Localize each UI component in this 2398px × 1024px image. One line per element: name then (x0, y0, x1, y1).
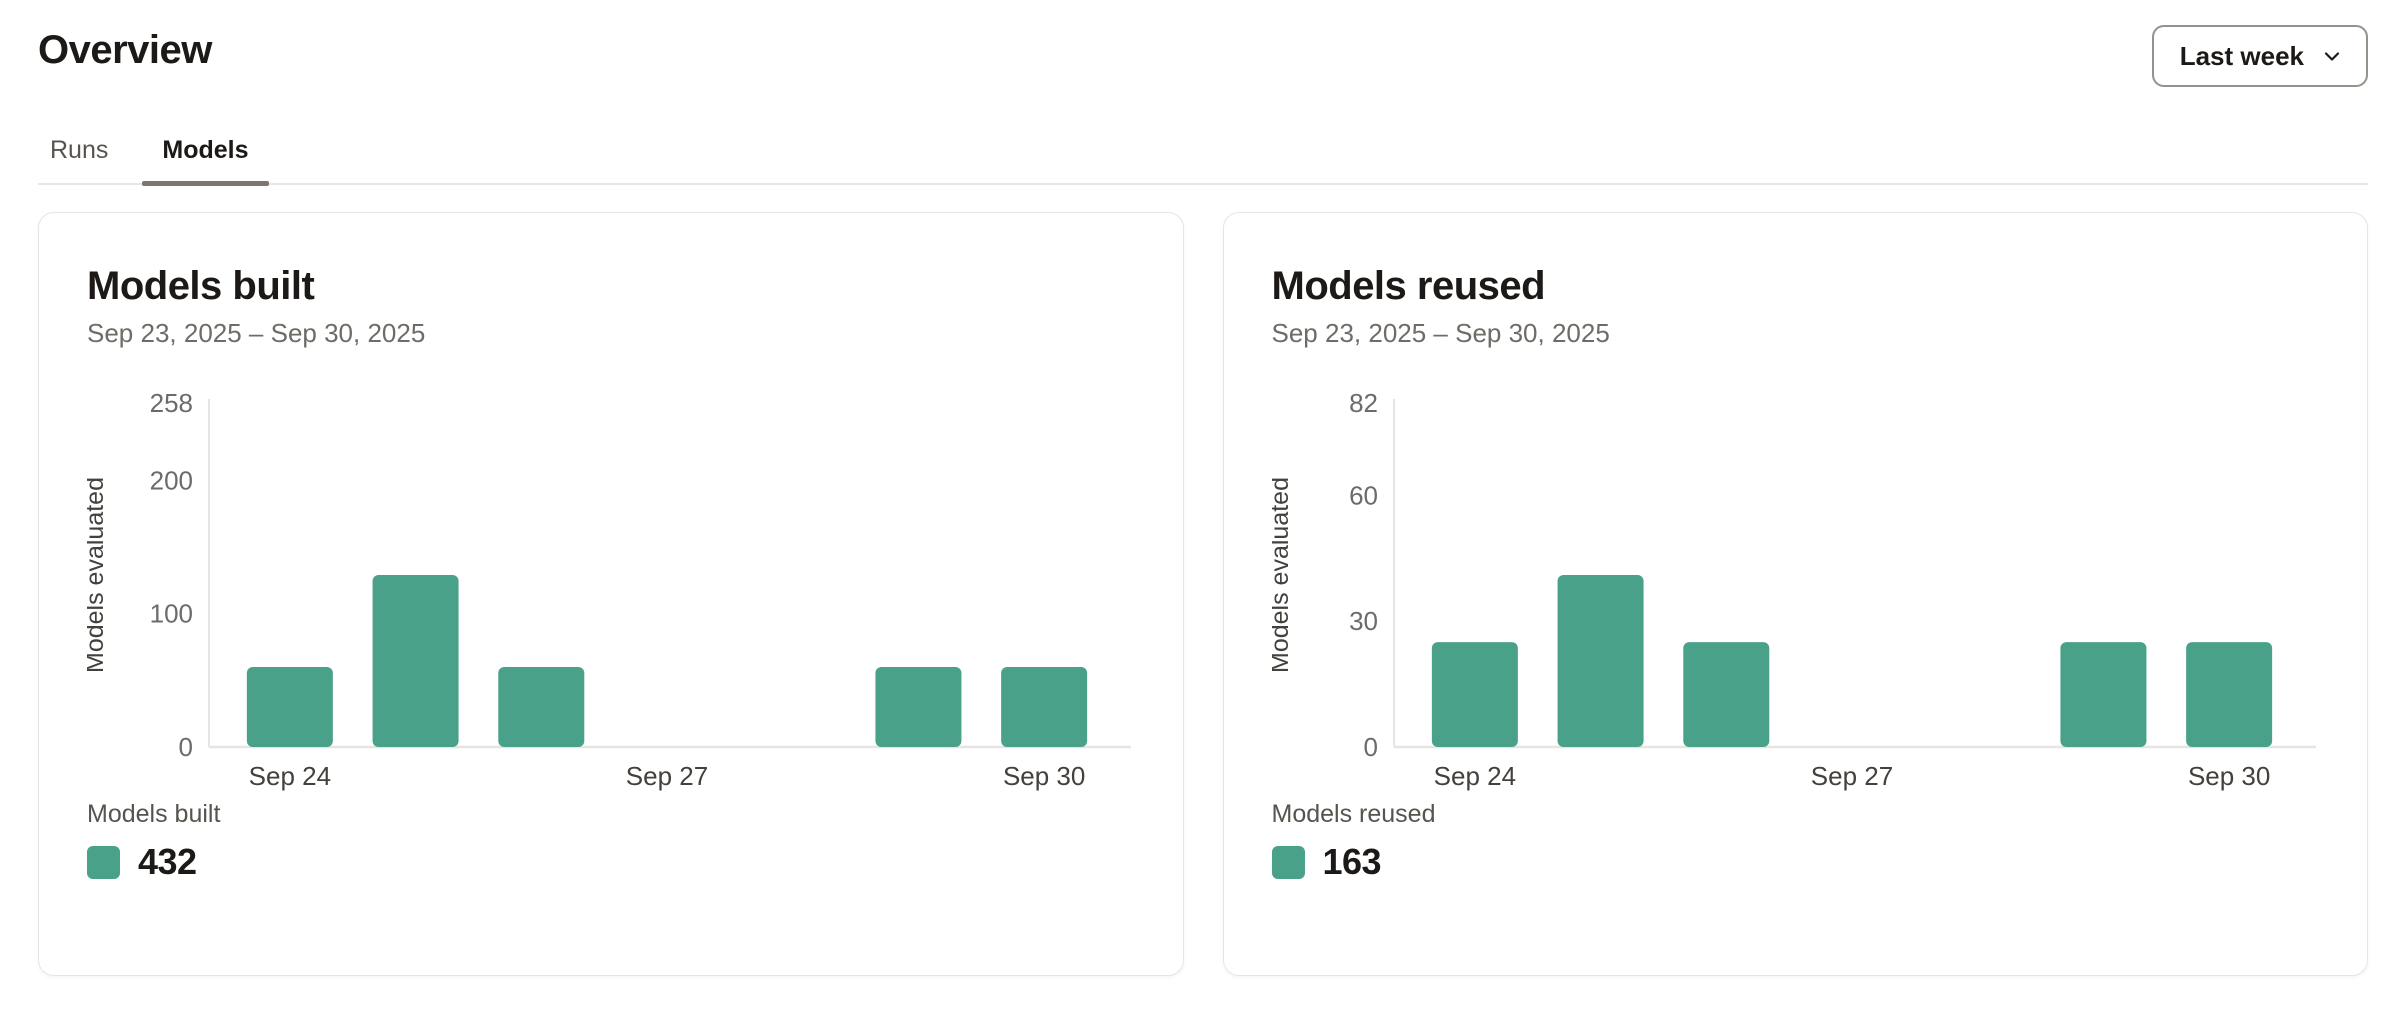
card-date-range: Sep 23, 2025 – Sep 30, 2025 (87, 318, 426, 348)
svg-text:82: 82 (1349, 391, 1378, 418)
tab-runs[interactable]: Runs (50, 136, 109, 164)
models-reused-chart: 0 30 60 82 Models evaluated Sep 24 Sep 27 Sep 3… (1272, 391, 2320, 791)
card-title: Models built (87, 264, 315, 308)
svg-text:30: 30 (1349, 606, 1378, 636)
svg-text:Sep 30: Sep 30 (2187, 761, 2269, 791)
tab-bar: Runs Models (38, 136, 2368, 186)
legend-row: 163 (1271, 841, 2320, 883)
legend-total: 163 (1322, 841, 1382, 882)
svg-text:Sep 27: Sep 27 (1810, 761, 1892, 791)
page-title: Overview (38, 28, 212, 72)
date-range-label: Last week (2179, 40, 2304, 71)
cards-row: Models built Sep 23, 2025 – Sep 30, 2025… (38, 212, 2368, 976)
legend-label: Models built (87, 800, 221, 828)
svg-text:100: 100 (150, 599, 193, 629)
svg-text:258: 258 (150, 391, 193, 418)
svg-text:200: 200 (150, 465, 193, 495)
date-range-select[interactable]: Last week (2151, 25, 2368, 87)
legend-swatch (87, 845, 120, 879)
svg-text:Sep 27: Sep 27 (626, 761, 708, 791)
svg-text:Sep 24: Sep 24 (249, 761, 331, 791)
svg-text:Models evaluated: Models evaluated (87, 477, 109, 673)
models-reused-card: Models reused Sep 23, 2025 – Sep 30, 202… (1222, 212, 2368, 976)
models-built-card: Models built Sep 23, 2025 – Sep 30, 2025… (38, 212, 1184, 976)
page-header: Overview Last week (0, 0, 2398, 92)
legend-row: 432 (87, 841, 1135, 883)
svg-text:60: 60 (1349, 480, 1378, 510)
card-title: Models reused (1271, 264, 1546, 308)
tab-models[interactable]: Models (142, 137, 269, 186)
chevron-down-icon (2320, 44, 2344, 68)
models-built-chart: 0 100 200 258 Models evaluated Sep 24 Sep 27 Se… (87, 391, 1135, 791)
svg-text:Sep 30: Sep 30 (1003, 761, 1085, 791)
svg-text:0: 0 (179, 732, 193, 762)
legend-total: 432 (138, 841, 197, 882)
svg-text:Models evaluated: Models evaluated (1272, 477, 1294, 673)
legend-label: Models reused (1271, 800, 1436, 828)
svg-text:Sep 24: Sep 24 (1433, 761, 1515, 791)
legend-swatch (1271, 845, 1305, 879)
card-date-range: Sep 23, 2025 – Sep 30, 2025 (1271, 318, 1610, 348)
svg-text:0: 0 (1363, 732, 1377, 762)
